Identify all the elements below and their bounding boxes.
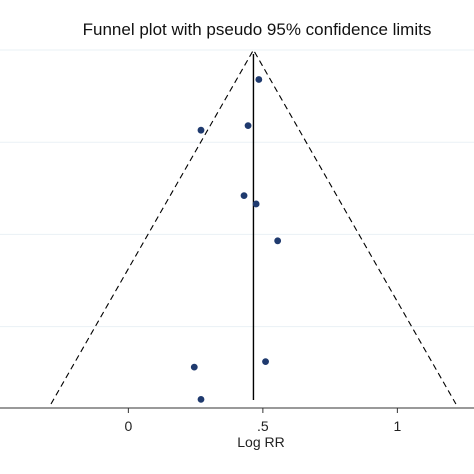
study-point: [197, 126, 205, 134]
study-point: [197, 395, 205, 403]
study-point: [190, 363, 198, 371]
confidence-limit-lines: [50, 48, 457, 405]
chart-title: Funnel plot with pseudo 95% confidence l…: [83, 20, 432, 39]
study-point: [255, 76, 263, 83]
x-tick-label: 1: [393, 418, 401, 434]
study-point: [240, 192, 248, 200]
study-point: [274, 237, 282, 245]
x-axis-title: Log RR: [237, 434, 284, 450]
x-tick-label: 0: [124, 418, 132, 434]
study-point: [252, 200, 260, 208]
x-tick-label: .5: [257, 418, 269, 434]
study-point: [244, 122, 252, 129]
study-point: [262, 358, 269, 365]
